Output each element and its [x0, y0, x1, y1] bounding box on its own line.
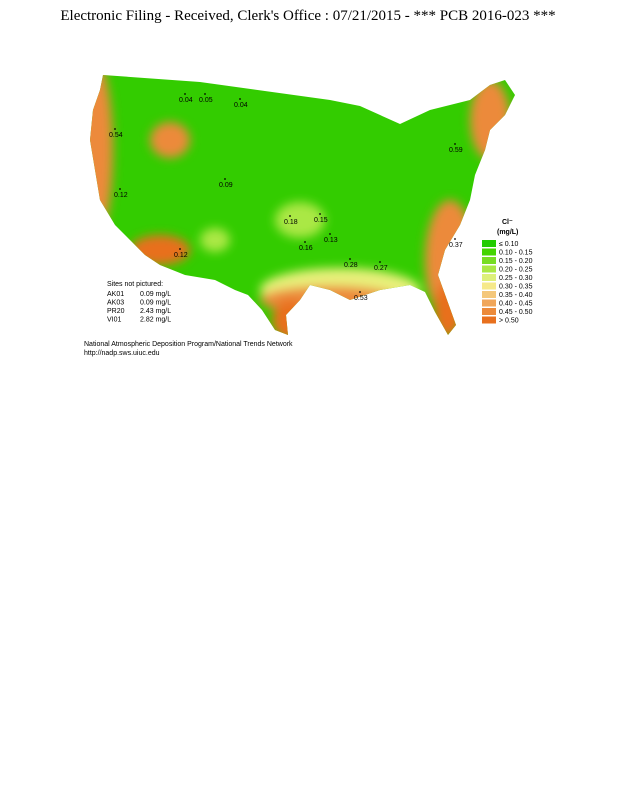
- station-dot: [454, 238, 456, 240]
- station-value: 0.12: [174, 252, 188, 259]
- station-dot: [184, 93, 186, 95]
- station-value: 0.04: [179, 97, 193, 104]
- site-id: VI01: [107, 317, 122, 324]
- site-id: PR20: [107, 308, 125, 315]
- site-value: 0.09 mg/L: [140, 300, 171, 307]
- station-value: 0.28: [344, 262, 358, 269]
- station-dot: [204, 93, 206, 95]
- legend-swatch: [482, 274, 496, 281]
- station-dot: [454, 143, 456, 145]
- legend-swatch: [482, 308, 496, 315]
- legend-label: 0.20 - 0.25: [499, 267, 533, 274]
- station-value: 0.27: [374, 265, 388, 272]
- legend-swatch: [482, 257, 496, 264]
- station-value: 0.15: [314, 217, 328, 224]
- legend-swatch: [482, 282, 496, 290]
- station-value: 0.54: [109, 132, 123, 139]
- station-value: 0.18: [284, 219, 298, 226]
- station-dot: [379, 261, 381, 263]
- map: [90, 75, 515, 335]
- station-dot: [179, 248, 181, 250]
- station-dot: [349, 258, 351, 260]
- sites-not-pictured: Sites not pictured: AK01 0.09 mg/L AK03 0.0…: [107, 281, 171, 324]
- legend-label: ≤ 0.10: [499, 241, 519, 248]
- station-value: 0.13: [324, 237, 338, 244]
- site-value: 0.09 mg/L: [140, 291, 171, 298]
- station-dot: [119, 188, 121, 190]
- legend-label: 0.15 - 0.20: [499, 258, 533, 265]
- station-value: 0.37: [449, 242, 463, 249]
- legend-swatch: [482, 316, 496, 324]
- station-value: 0.09: [219, 182, 233, 189]
- legend-unit: (mg/L): [497, 229, 518, 236]
- station-dot: [329, 233, 331, 235]
- header-title: Electronic Filing - Received, Clerk's Of…: [60, 8, 555, 24]
- credits-line2: http://nadp.sws.uiuc.edu: [84, 350, 160, 357]
- legend-label: 0.40 - 0.45: [499, 301, 533, 308]
- legend-swatch: [482, 248, 496, 256]
- legend-label: > 0.50: [499, 318, 519, 325]
- station-value: 0.16: [299, 245, 313, 252]
- station-value: 0.04: [234, 102, 248, 109]
- legend-label: 0.25 - 0.30: [499, 275, 533, 282]
- site-id: AK03: [107, 300, 124, 307]
- station-value: 0.59: [449, 147, 463, 154]
- station-value: 0.53: [354, 295, 368, 302]
- station-dot: [224, 178, 226, 180]
- sites-title: Sites not pictured:: [107, 281, 163, 288]
- station-dot: [319, 213, 321, 215]
- station-value: 0.12: [114, 192, 128, 199]
- site-id: AK01: [107, 291, 124, 298]
- station-dot: [289, 215, 291, 217]
- legend-label: 0.35 - 0.40: [499, 292, 533, 299]
- legend-label: 0.30 - 0.35: [499, 284, 533, 291]
- legend-swatch: [482, 299, 496, 307]
- station-dot: [239, 98, 241, 100]
- station-dot: [359, 291, 361, 293]
- legend-label: 0.10 - 0.15: [499, 250, 533, 257]
- credits-line1: National Atmospheric Deposition Program/…: [84, 341, 293, 348]
- site-value: 2.82 mg/L: [140, 317, 171, 324]
- legend-title: Cl⁻: [502, 219, 513, 226]
- legend-swatch: [482, 240, 496, 247]
- legend-swatch: [482, 265, 496, 273]
- legend: Cl⁻ (mg/L) ≤ 0.10 0.10 - 0.150.15 - 0.20 0…: [482, 219, 533, 325]
- station-labels: 0.04 0.05 0.04 0.15 0.18 0.13 0.16 0.09 0.12 0.28…: [109, 93, 463, 302]
- legend-swatch: [482, 291, 496, 298]
- station-value: 0.05: [199, 97, 213, 104]
- station-dot: [304, 241, 306, 243]
- site-value: 2.43 mg/L: [140, 308, 171, 315]
- legend-label: 0.45 - 0.50: [499, 309, 533, 316]
- station-dot: [114, 128, 116, 130]
